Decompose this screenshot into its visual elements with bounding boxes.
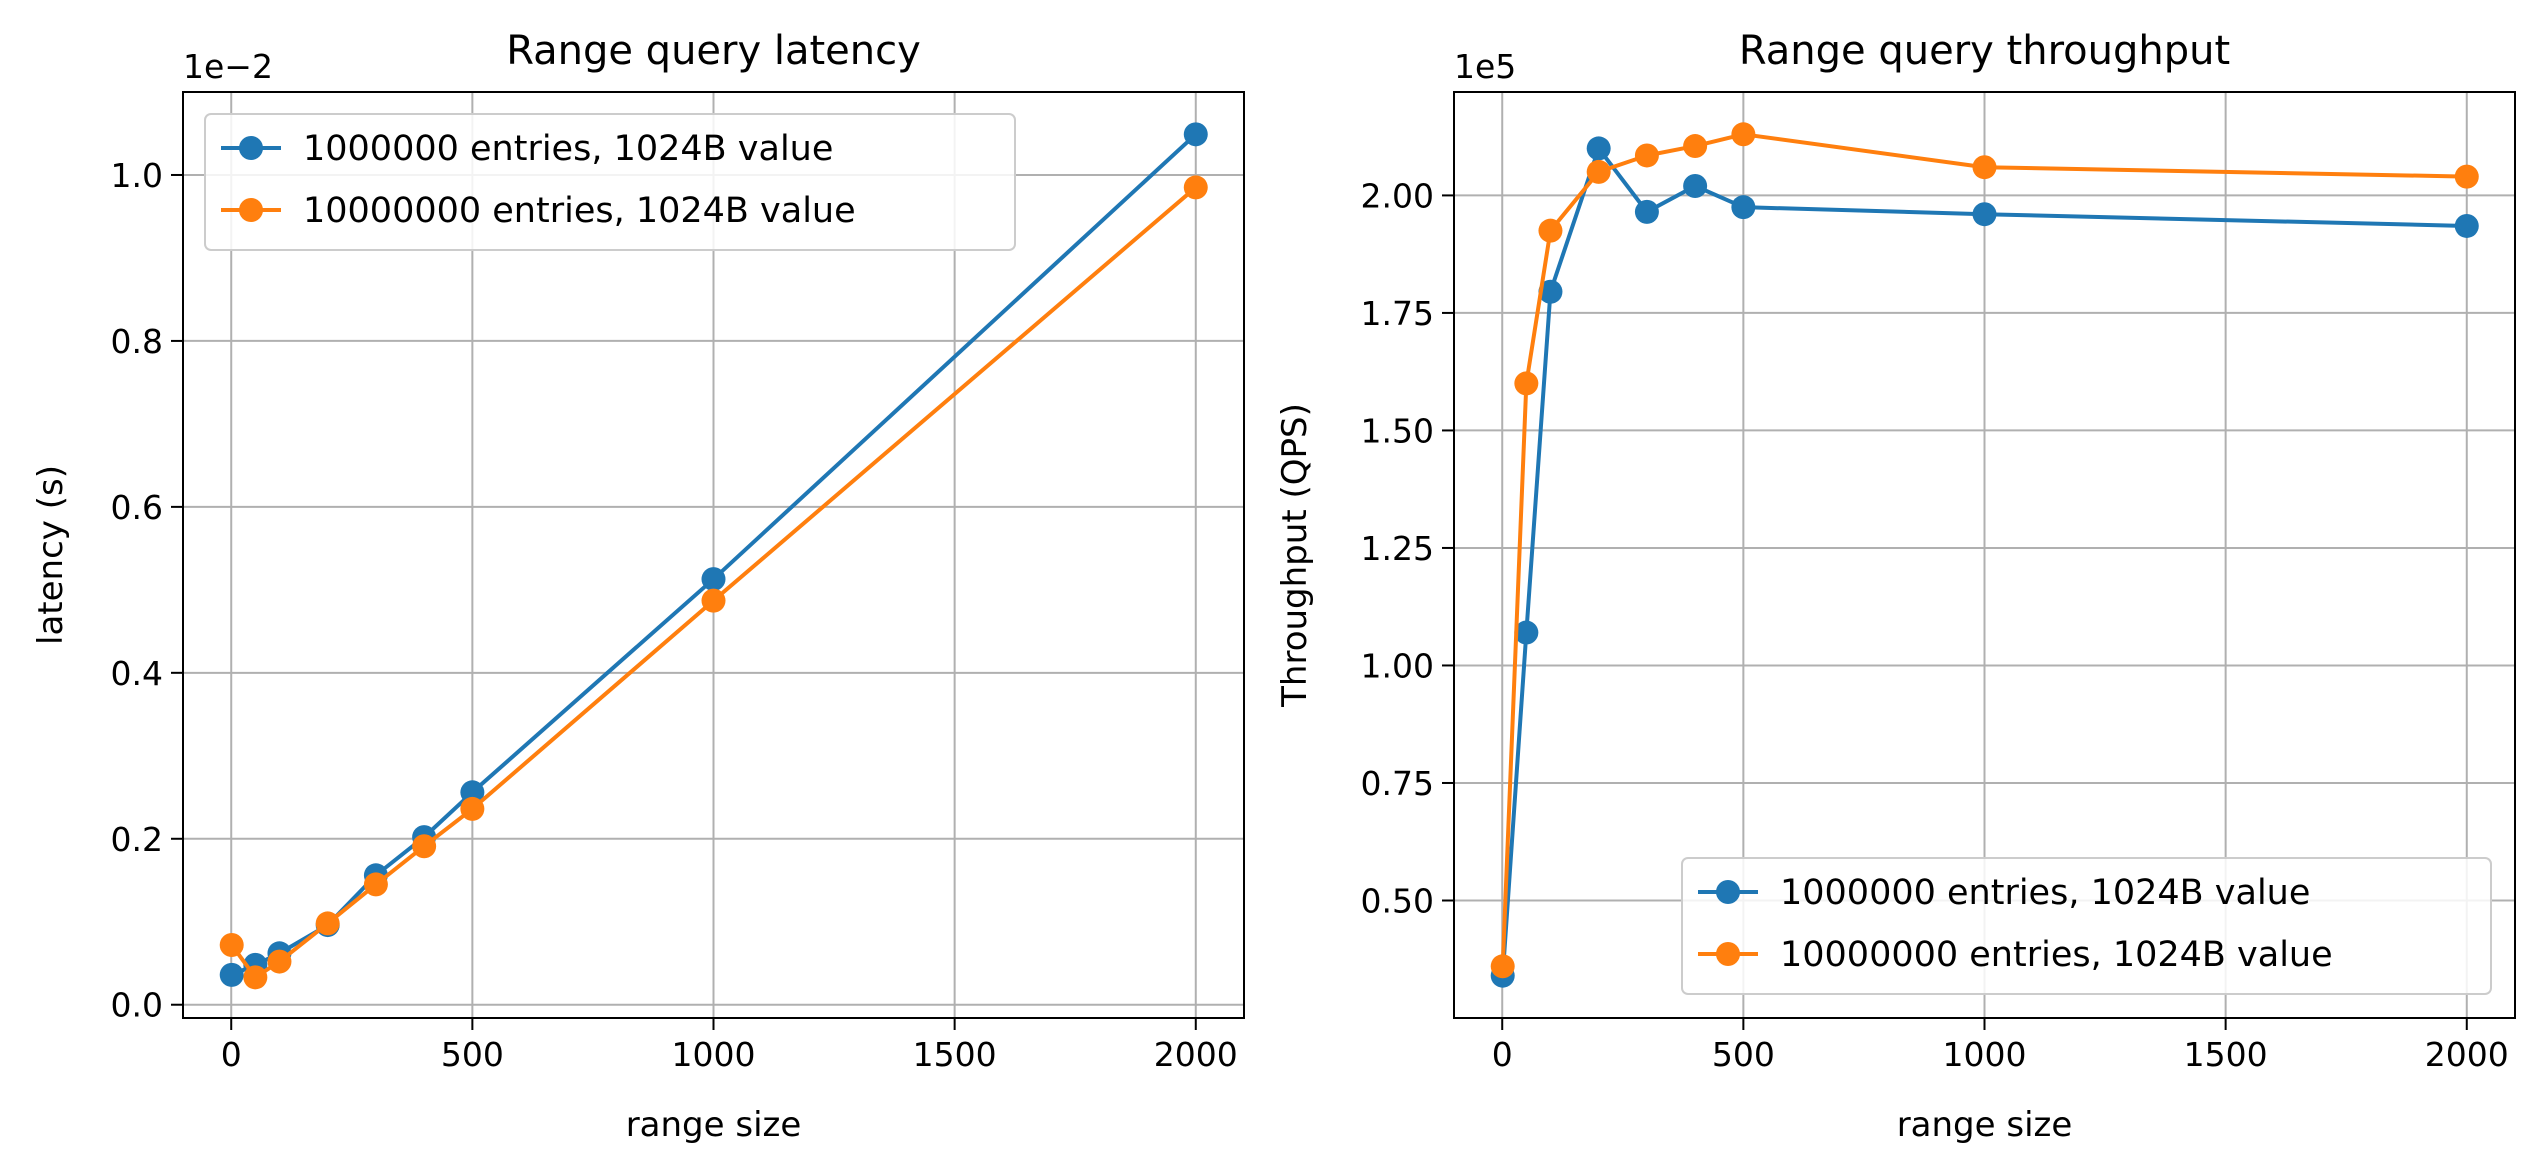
x-tick-label: 500 — [1712, 1035, 1775, 1074]
throughput-chart: 0 500 1000 1500 2000 0.50 0.75 1.00 1.25 1.50 1.75… — [1275, 28, 2516, 1145]
latency-chart: 0 500 1000 1500 2000 0.0 0.2 0.4 0.6 0.8 1.0 Range … — [31, 28, 1245, 1145]
axes-frame — [182, 91, 1245, 1019]
y-tick-label: 1.50 — [1361, 411, 1434, 450]
data-point — [1538, 218, 1563, 243]
axes-frame — [1453, 91, 2516, 1019]
data-point — [1183, 175, 1208, 200]
x-tick-label: 2000 — [1154, 1035, 1238, 1074]
legend-label: 10000000 entries, 1024B value — [1780, 935, 2333, 975]
legend-marker — [239, 198, 263, 222]
x-tick-label: 1000 — [1943, 1035, 2027, 1074]
y-tick-label: 2.00 — [1361, 176, 1434, 215]
y-offset-label: 1e5 — [1454, 47, 1516, 86]
y-tick-label: 1.00 — [1361, 646, 1434, 685]
y-tick-label: 0.4 — [111, 654, 163, 693]
x-axis-label: range size — [626, 1105, 802, 1145]
data-point — [315, 911, 340, 936]
y-tick-label: 0.6 — [111, 488, 163, 527]
data-point — [1731, 195, 1756, 220]
legend-marker — [1716, 942, 1740, 966]
data-point — [219, 962, 244, 987]
data-point — [1538, 279, 1563, 304]
data-point — [1972, 202, 1997, 227]
y-tick-label: 1.75 — [1361, 294, 1434, 333]
x-tick-label: 1500 — [913, 1035, 997, 1074]
data-point — [2454, 164, 2479, 189]
legend-box — [1681, 857, 2492, 995]
data-point — [1683, 134, 1708, 159]
legend-marker — [239, 136, 263, 160]
data-point — [460, 796, 485, 821]
y-tick-label: 0.50 — [1361, 881, 1434, 920]
data-point — [219, 932, 244, 957]
data-point — [363, 872, 388, 897]
data-point — [1972, 155, 1997, 180]
legend-label: 1000000 entries, 1024B value — [1780, 873, 2310, 913]
data-point — [1586, 159, 1611, 184]
data-point — [1586, 136, 1611, 161]
legend-label: 10000000 entries, 1024B value — [303, 191, 856, 231]
x-tick-label: 500 — [441, 1035, 504, 1074]
data-point — [460, 780, 485, 805]
data-point — [2454, 213, 2479, 238]
data-point — [701, 588, 726, 613]
data-point — [412, 834, 437, 859]
y-tick-label: 0.2 — [111, 820, 163, 859]
x-tick-label: 0 — [1492, 1035, 1513, 1074]
y-tick-label: 0.0 — [111, 986, 163, 1025]
x-tick-label: 1500 — [2184, 1035, 2268, 1074]
legend-label: 1000000 entries, 1024B value — [303, 129, 833, 169]
data-point — [267, 949, 292, 974]
data-point — [1514, 620, 1539, 645]
chart-title: Range query throughput — [1739, 28, 2230, 74]
y-tick-label: 1.25 — [1361, 529, 1434, 568]
chart-title: Range query latency — [506, 28, 921, 74]
data-point — [1514, 371, 1539, 396]
y-axis-label: Throughput (QPS) — [1275, 403, 1315, 708]
data-point — [1634, 199, 1659, 224]
data-point — [1731, 122, 1756, 147]
data-point — [1183, 122, 1208, 147]
y-tick-label: 1.0 — [111, 156, 163, 195]
data-point — [1634, 143, 1659, 168]
data-point — [243, 965, 268, 990]
y-offset-label: 1e−2 — [183, 47, 273, 86]
y-axis-label: latency (s) — [31, 465, 71, 645]
x-tick-label: 2000 — [2425, 1035, 2509, 1074]
x-axis-label: range size — [1897, 1105, 2073, 1145]
data-point — [701, 567, 726, 592]
x-tick-label: 0 — [221, 1035, 242, 1074]
y-tick-label: 0.8 — [111, 322, 163, 361]
legend-marker — [1716, 880, 1740, 904]
data-point — [1490, 954, 1515, 979]
legend-box — [204, 113, 1016, 251]
data-point — [1683, 174, 1708, 199]
x-tick-label: 1000 — [672, 1035, 756, 1074]
y-tick-label: 0.75 — [1361, 764, 1434, 803]
